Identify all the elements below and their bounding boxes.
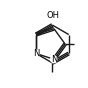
Text: N: N xyxy=(51,55,57,64)
Text: OH: OH xyxy=(47,11,60,20)
Text: N: N xyxy=(33,49,39,58)
Circle shape xyxy=(33,50,39,57)
Text: OH: OH xyxy=(47,11,60,20)
Circle shape xyxy=(51,56,57,63)
